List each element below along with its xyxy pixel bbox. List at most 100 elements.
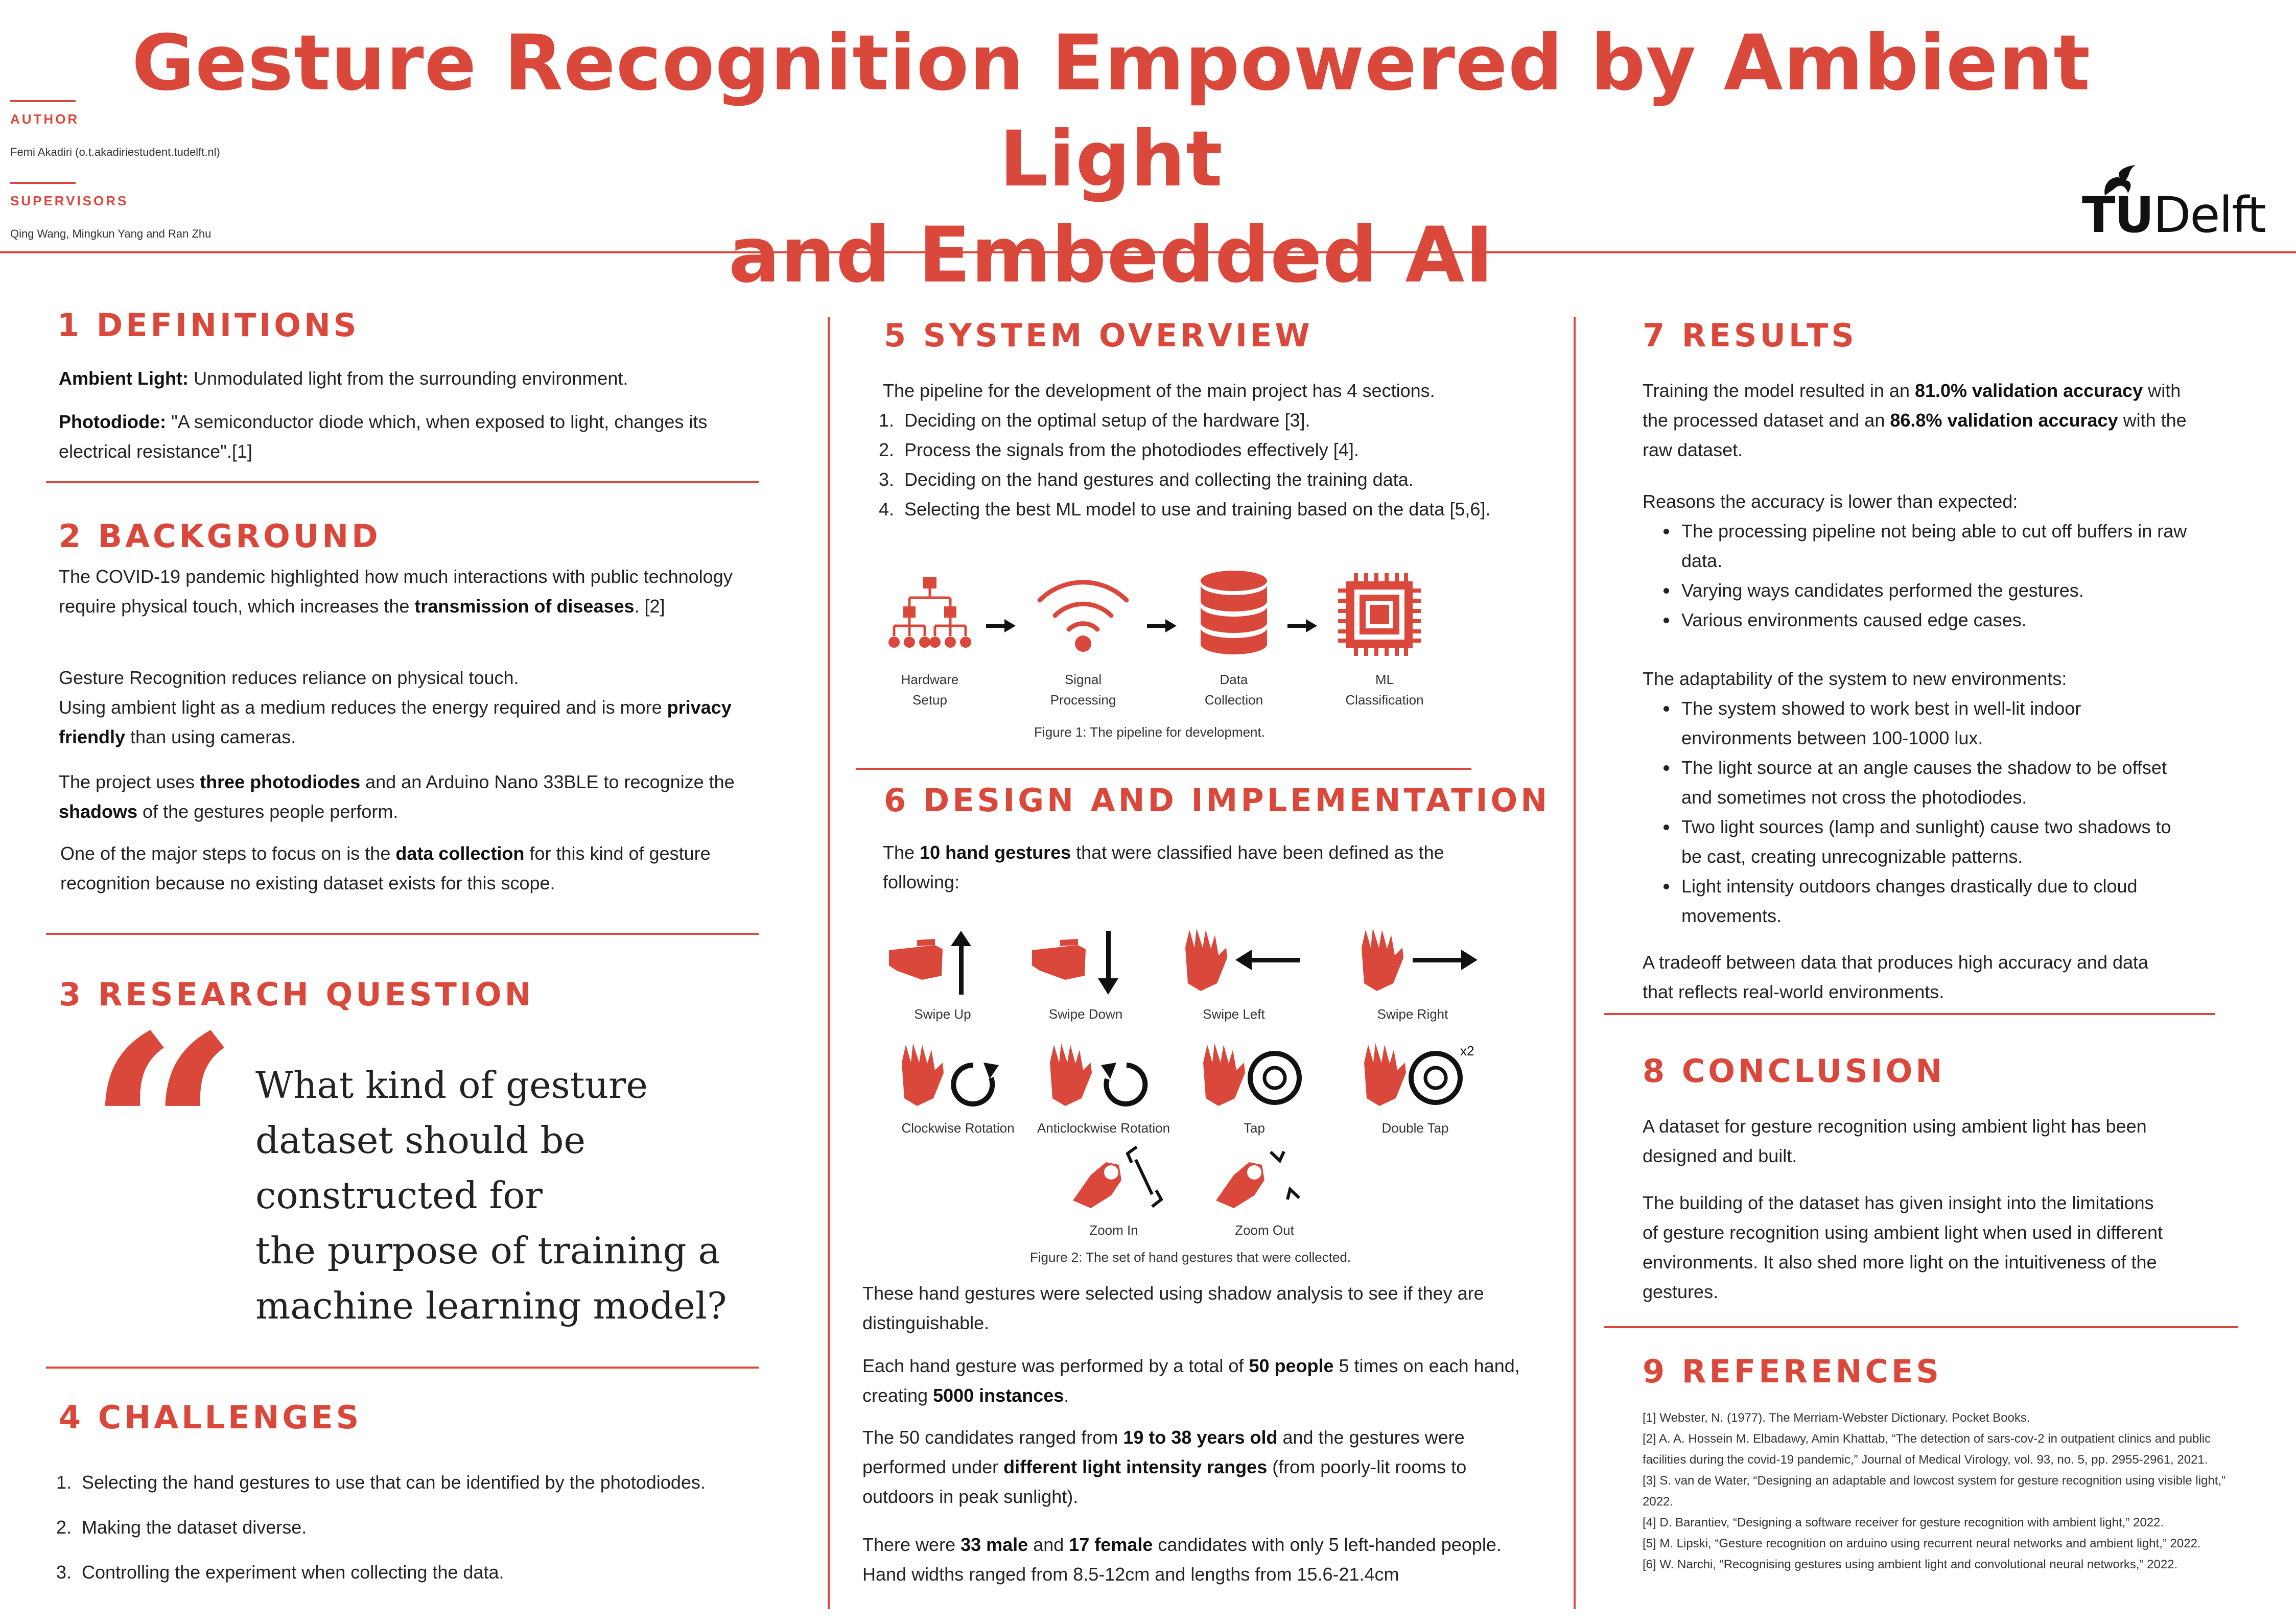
research-question: What kind of gesture dataset should be c… [255, 1064, 727, 1327]
background-p1: The COVID-19 pandemic highlighted how mu… [59, 566, 733, 617]
reason-item: The processing pipeline not being able t… [1678, 516, 2215, 576]
quote-mark-icon: “ [87, 978, 240, 1290]
pipeline-step: Process the signals from the photodiodes… [899, 435, 1533, 465]
section-1-title: 1 DEFINITIONS [57, 307, 360, 344]
design-p4: The 50 candidates ranged from 19 to 38 y… [862, 1427, 1467, 1507]
section-7-divider [1604, 1013, 2215, 1015]
column-separator-2 [1574, 317, 1576, 1609]
section-3-divider [46, 1367, 759, 1369]
results-adapt-intro: The adaptability of the system to new en… [1643, 668, 2067, 689]
conclusion-p1: A dataset for gesture recognition using … [1643, 1116, 2147, 1166]
results-p1: Training the model resulted in an 81.0% … [1643, 380, 2187, 460]
figure-1-caption: Figure 1: The pipeline for development. [1034, 724, 1265, 740]
supervisors-rule [10, 182, 76, 184]
database-icon [1201, 571, 1267, 654]
reference-item: [3] S. van de Water, “Designing an adapt… [1643, 1474, 2226, 1509]
gesture-label: Anticlockwise Rotation [1037, 1120, 1170, 1136]
section-9-title: 9 REFERENCES [1643, 1353, 1942, 1390]
figure-2-caption: Figure 2: The set of hand gestures that … [1029, 1250, 1351, 1265]
section-8-divider [1604, 1326, 2238, 1328]
supervisors-names: Qing Wang, Mingkun Yang and Ran Zhu [10, 227, 212, 240]
swipe-up-icon [889, 931, 971, 995]
pipeline-steps-list: Deciding on the optimal setup of the har… [869, 406, 1533, 524]
reason-item: Various environments caused edge cases. [1678, 605, 2215, 635]
section-2-title: 2 BACKGROUND [59, 517, 381, 555]
zoom-in-icon [1073, 1145, 1163, 1208]
author-label: AUTHOR [10, 111, 80, 127]
header-divider [0, 251, 2296, 253]
arrow-right-icon [1147, 619, 1177, 632]
results-tradeoff: A tradeoff between data that produces hi… [1643, 952, 2149, 1002]
reason-item: Varying ways candidates performed the ge… [1678, 576, 2215, 605]
poster-title: Gesture Recognition Empowered by Ambient… [102, 15, 2120, 303]
pipeline-label-hardware: Hardware Setup [901, 672, 959, 708]
zoom-out-icon [1216, 1150, 1301, 1208]
pipeline-step: Selecting the best ML model to use and t… [899, 495, 1533, 524]
reference-item: [2] A. A. Hossein M. Elbadawy, Amin Khat… [1643, 1432, 2211, 1467]
adapt-item: Light intensity outdoors changes drastic… [1678, 872, 2179, 931]
reference-item: [5] M. Lipski, “Gesture recognition on a… [1643, 1537, 2201, 1550]
background-p2: Gesture Recognition reduces reliance on … [59, 667, 732, 747]
title-line-1: Gesture Recognition Empowered by Ambient… [131, 19, 2091, 204]
section-2-divider [46, 933, 759, 935]
adapt-item: The light source at an angle causes the … [1678, 753, 2179, 812]
gesture-label: Clockwise Rotation [901, 1120, 1015, 1136]
section-5-divider [856, 768, 1471, 770]
adapt-item: The system showed to work best in well-l… [1678, 694, 2179, 753]
anticlockwise-rotation-icon [1050, 1043, 1148, 1107]
system-overview-intro: The pipeline for the development of the … [883, 380, 1435, 401]
conclusion-p2: The building of the dataset has given in… [1643, 1192, 2163, 1302]
swipe-down-icon [1032, 931, 1118, 995]
section-6-title: 6 DESIGN AND IMPLEMENTATION [884, 782, 1551, 819]
tap-icon [1203, 1043, 1302, 1106]
reference-item: [6] W. Narchi, “Recognising gestures usi… [1643, 1558, 2178, 1571]
pipeline-step: Deciding on the hand gestures and collec… [899, 465, 1533, 495]
section-1-divider [46, 481, 759, 483]
author-name: Femi Akadiri (o.t.akadiriestudent.tudelf… [10, 146, 220, 158]
gesture-label: Double Tap [1381, 1120, 1449, 1136]
pipeline-label-ml: ML Classification [1345, 672, 1424, 708]
gesture-label: Swipe Down [1048, 1006, 1123, 1022]
chip-icon [1338, 573, 1421, 656]
section-8-title: 8 CONCLUSION [1643, 1052, 1946, 1090]
hierarchy-icon [888, 577, 971, 648]
challenges-list: Selecting the hand gestures to use that … [46, 1460, 782, 1595]
design-p1: The 10 hand gestures that were classifie… [883, 842, 1444, 892]
results-reasons-intro: Reasons the accuracy is lower than expec… [1643, 491, 2018, 512]
background-p3: The project uses three photodiodes and a… [59, 771, 735, 822]
gesture-label: Tap [1244, 1120, 1265, 1136]
swipe-right-icon [1362, 928, 1478, 991]
gesture-label: Swipe Left [1203, 1006, 1265, 1022]
design-p3: Each hand gesture was performed by a tot… [862, 1355, 1520, 1406]
definition-photodiode: Photodiode: "A semiconductor diode which… [59, 411, 708, 462]
wifi-signal-icon [1037, 580, 1129, 652]
background-p4: One of the major steps to focus on is th… [60, 843, 711, 893]
challenge-item: Making the dataset diverse. [77, 1505, 782, 1550]
gesture-label: Swipe Right [1377, 1006, 1448, 1022]
arrow-right-icon [1287, 619, 1317, 632]
author-rule [10, 100, 76, 102]
pipeline-label-signal: Signal Processing [1050, 672, 1116, 708]
pipeline-label-data: Data Collection [1204, 672, 1263, 708]
gesture-label: Zoom Out [1235, 1222, 1294, 1238]
supervisors-label: SUPERVISORS [10, 193, 129, 208]
title-line-2: and Embedded AI [728, 211, 1494, 300]
reference-item: [1] Webster, N. (1977). The Merriam-Webs… [1643, 1411, 2030, 1425]
gesture-label: Zoom In [1089, 1222, 1138, 1238]
clockwise-rotation-icon [902, 1043, 999, 1107]
arrow-right-icon [986, 619, 1016, 632]
reference-item: [4] D. Barantiev, “Designing a software … [1643, 1516, 2164, 1529]
definition-ambient-light: Ambient Light: Unmodulated light from th… [59, 368, 628, 389]
tudelft-flame-icon [2104, 165, 2136, 196]
references-list: [1] Webster, N. (1977). The Merriam-Webs… [1643, 1407, 2256, 1575]
section-4-title: 4 CHALLENGES [59, 1399, 362, 1436]
challenge-item: Controlling the experiment when collecti… [77, 1550, 782, 1595]
section-5-title: 5 SYSTEM OVERVIEW [884, 317, 1313, 354]
gesture-label: Swipe Up [914, 1006, 971, 1022]
logo-tu: TU [2082, 186, 2154, 244]
results-reasons-list: The processing pipeline not being able t… [1643, 516, 2215, 635]
swipe-left-icon [1185, 928, 1300, 991]
adapt-item: Two light sources (lamp and sunlight) ca… [1678, 812, 2179, 872]
design-p5: There were 33 male and 17 female candida… [862, 1534, 1502, 1585]
results-adapt-list: The system showed to work best in well-l… [1643, 694, 2179, 931]
